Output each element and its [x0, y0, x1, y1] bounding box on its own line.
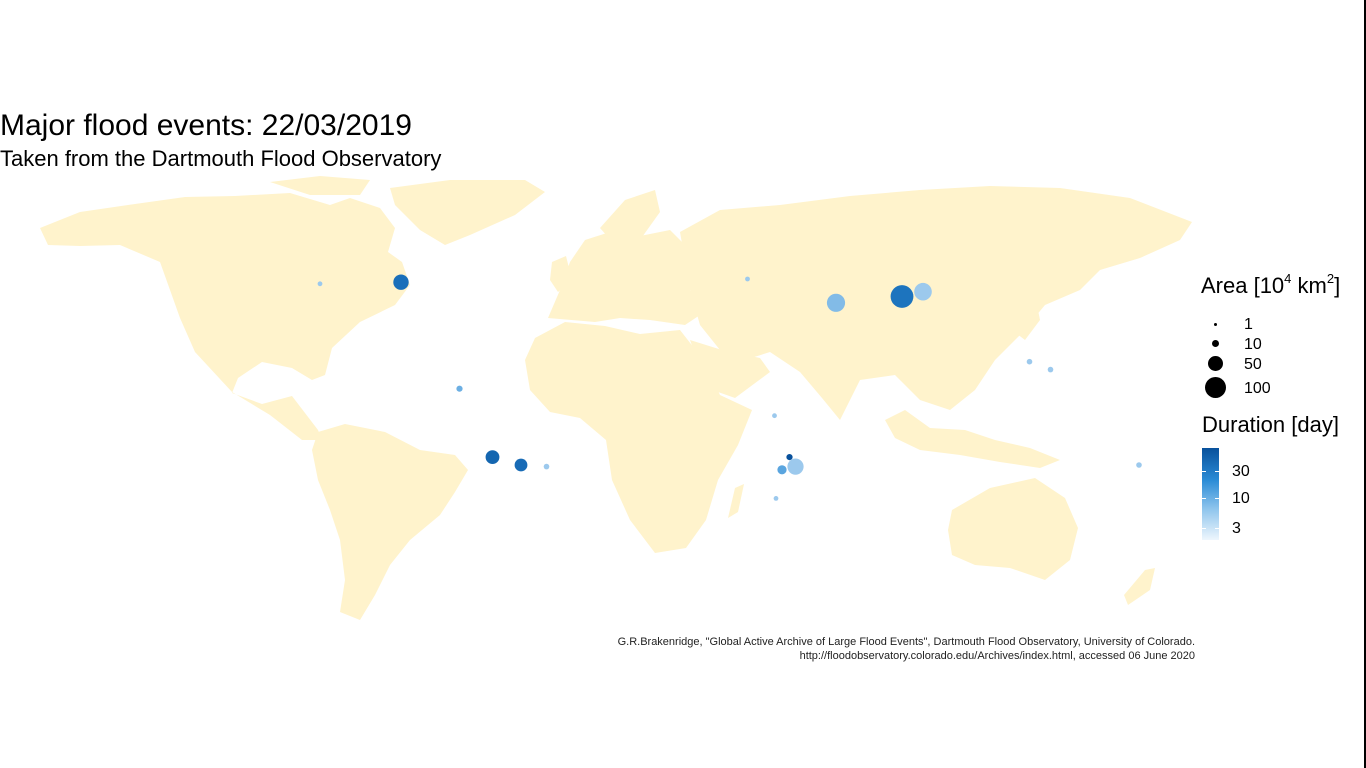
- map-title: Major flood events: 22/03/2019: [0, 109, 412, 142]
- source-caption-line2: http://floodobservatory.colorado.edu/Arc…: [799, 650, 1195, 662]
- flood-event-central-us: [393, 274, 409, 290]
- area-legend-dot-100: [1205, 377, 1226, 398]
- duration-tick-30: 30: [1232, 463, 1250, 480]
- flood-event-bolivia: [485, 450, 500, 464]
- area-legend-title-text: Area [10: [1201, 273, 1285, 298]
- area-legend-close: ]: [1334, 273, 1341, 298]
- colorbar-tick-30-left: [1202, 471, 1206, 472]
- flood-event-afghanistan: [914, 282, 932, 301]
- asia: [680, 186, 1192, 420]
- flood-event-south-africa: [773, 496, 779, 501]
- colorbar-tick-30-right: [1215, 471, 1219, 472]
- colorbar-tick-3-left: [1202, 528, 1206, 529]
- flood-event-california: [317, 281, 323, 287]
- flood-event-mozambique: [786, 454, 793, 461]
- area-legend-exp-2: 2: [1326, 271, 1335, 286]
- duration-tick-10: 10: [1232, 490, 1250, 507]
- area-legend-label-100: 100: [1244, 380, 1271, 397]
- duration-tick-3: 3: [1232, 520, 1241, 537]
- flood-event-zimbabwe-west: [777, 465, 787, 475]
- flood-event-colombia: [456, 385, 463, 392]
- area-legend-label-10: 10: [1244, 336, 1262, 353]
- africa: [525, 322, 752, 553]
- south-america: [312, 424, 468, 620]
- flood-event-iran: [826, 293, 846, 312]
- flood-event-zimbabwe: [787, 458, 804, 475]
- flood-event-east-africa: [772, 413, 777, 419]
- europe: [548, 230, 700, 325]
- area-legend-dot-50: [1208, 356, 1223, 371]
- scandinavia: [600, 190, 660, 245]
- colorbar-tick-10-right: [1215, 498, 1219, 499]
- duration-colorbar: [1202, 448, 1219, 540]
- flood-event-markers: [317, 274, 1142, 501]
- area-legend-exp: 4: [1284, 271, 1292, 286]
- new-zealand: [1124, 568, 1155, 605]
- flood-event-queensland: [1136, 462, 1142, 468]
- area-legend-label-1: 1: [1244, 316, 1253, 333]
- japan: [1012, 295, 1040, 340]
- colorbar-tick-10-left: [1202, 498, 1206, 499]
- source-caption-line1: G.R.Brakenridge, "Global Active Archive …: [617, 636, 1195, 648]
- area-legend-title: Area [104 km2]: [1201, 271, 1341, 299]
- madagascar: [728, 484, 744, 518]
- land-masses: [40, 176, 1192, 620]
- flood-event-brazil-south: [543, 463, 550, 470]
- flood-event-philippines: [1047, 366, 1054, 373]
- area-legend-unit: km: [1291, 273, 1327, 298]
- flood-event-greece: [745, 276, 750, 282]
- area-legend-dot-10: [1212, 340, 1219, 347]
- colorbar-tick-3-right: [1215, 528, 1219, 529]
- australia: [948, 478, 1078, 580]
- arctic-islands: [270, 176, 370, 195]
- north-america: [40, 193, 410, 440]
- flood-event-brunei: [1026, 358, 1033, 365]
- flood-event-paraguay: [514, 458, 528, 472]
- area-legend-dot-1: [1214, 323, 1217, 326]
- arabia: [690, 340, 770, 398]
- britain: [550, 256, 572, 292]
- flood-event-persian-gulf: [890, 285, 914, 308]
- southeast-asia-islands: [885, 410, 1060, 468]
- window-edge: [1364, 0, 1366, 768]
- area-legend-label-50: 50: [1244, 356, 1262, 373]
- greenland: [390, 180, 545, 245]
- map-subtitle: Taken from the Dartmouth Flood Observato…: [0, 146, 442, 171]
- duration-legend-title: Duration [day]: [1202, 412, 1339, 437]
